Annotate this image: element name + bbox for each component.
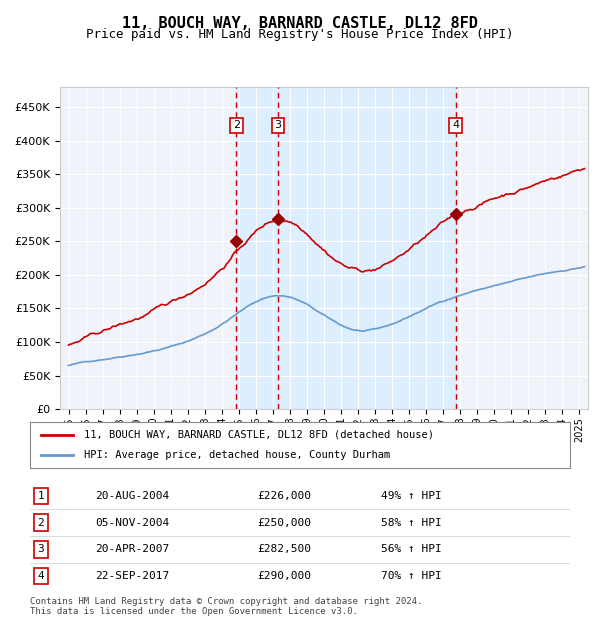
Text: 20-AUG-2004: 20-AUG-2004 <box>95 491 169 501</box>
Bar <box>236 87 455 409</box>
Text: 3: 3 <box>275 120 281 130</box>
Text: Price paid vs. HM Land Registry's House Price Index (HPI): Price paid vs. HM Land Registry's House … <box>86 28 514 41</box>
Text: 2: 2 <box>37 518 44 528</box>
Text: Contains HM Land Registry data © Crown copyright and database right 2024.: Contains HM Land Registry data © Crown c… <box>30 598 422 606</box>
Text: 49% ↑ HPI: 49% ↑ HPI <box>381 491 442 501</box>
Text: 70% ↑ HPI: 70% ↑ HPI <box>381 571 442 581</box>
Text: 2: 2 <box>233 120 240 130</box>
Text: 58% ↑ HPI: 58% ↑ HPI <box>381 518 442 528</box>
Text: £226,000: £226,000 <box>257 491 311 501</box>
Text: 4: 4 <box>37 571 44 581</box>
Text: 3: 3 <box>37 544 44 554</box>
Text: 22-SEP-2017: 22-SEP-2017 <box>95 571 169 581</box>
Text: £282,500: £282,500 <box>257 544 311 554</box>
Text: 20-APR-2007: 20-APR-2007 <box>95 544 169 554</box>
Text: 05-NOV-2004: 05-NOV-2004 <box>95 518 169 528</box>
Text: 1: 1 <box>37 491 44 501</box>
Text: £250,000: £250,000 <box>257 518 311 528</box>
Text: This data is licensed under the Open Government Licence v3.0.: This data is licensed under the Open Gov… <box>30 607 358 616</box>
Text: 11, BOUCH WAY, BARNARD CASTLE, DL12 8FD: 11, BOUCH WAY, BARNARD CASTLE, DL12 8FD <box>122 16 478 30</box>
Text: 11, BOUCH WAY, BARNARD CASTLE, DL12 8FD (detached house): 11, BOUCH WAY, BARNARD CASTLE, DL12 8FD … <box>84 430 434 440</box>
Text: 4: 4 <box>452 120 459 130</box>
Text: HPI: Average price, detached house, County Durham: HPI: Average price, detached house, Coun… <box>84 450 390 460</box>
Text: 56% ↑ HPI: 56% ↑ HPI <box>381 544 442 554</box>
Text: £290,000: £290,000 <box>257 571 311 581</box>
